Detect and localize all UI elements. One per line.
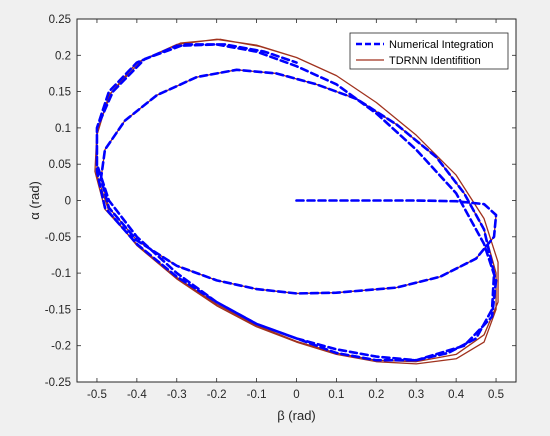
y-axis-label: α (rad) bbox=[27, 181, 42, 220]
y-tick-label: 0.1 bbox=[55, 123, 71, 135]
x-tick-label: 0.5 bbox=[488, 389, 504, 401]
y-tick-label: -0.25 bbox=[45, 377, 71, 389]
y-tick-label: -0.1 bbox=[51, 268, 71, 280]
series-line-numerical-integration bbox=[95, 43, 498, 362]
x-axis-label: β (rad) bbox=[277, 408, 316, 423]
x-tick-label: 0.4 bbox=[448, 389, 465, 401]
y-tick-label: 0.25 bbox=[49, 14, 71, 26]
x-tick-label: -0.5 bbox=[87, 389, 107, 401]
y-tick-label: 0.05 bbox=[49, 159, 71, 171]
y-tick-label: 0 bbox=[65, 196, 71, 208]
x-tick-label: 0.3 bbox=[408, 389, 424, 401]
x-tick-label: -0.2 bbox=[207, 389, 227, 401]
x-tick-label: -0.4 bbox=[127, 389, 147, 401]
x-tick-label: -0.1 bbox=[247, 389, 267, 401]
y-tick-label: -0.15 bbox=[45, 304, 71, 316]
x-tick-label: -0.3 bbox=[167, 389, 187, 401]
y-tick-label: 0.15 bbox=[49, 87, 71, 99]
series-layer bbox=[94, 38, 499, 365]
x-tick-label: 0.2 bbox=[368, 389, 384, 401]
legend-label-numerical-integration: Numerical Integration bbox=[389, 39, 494, 51]
x-tick-label: 0 bbox=[293, 389, 299, 401]
y-tick-label: -0.05 bbox=[45, 232, 71, 244]
y-tick-label: -0.2 bbox=[51, 341, 71, 353]
y-tick-label: 0.2 bbox=[55, 50, 71, 62]
legend-label-tdrnn-identifition: TDRNN Identifition bbox=[389, 55, 481, 67]
x-tick-label: 0.1 bbox=[328, 389, 344, 401]
legend: Numerical Integration TDRNN Identifition bbox=[349, 32, 509, 70]
legend-box bbox=[349, 32, 509, 70]
ticks-layer: -0.5 -0.4 -0.3 -0.2 -0.1 0 0.1 0.2 0.3 0.4 0.5 -0.2… bbox=[45, 14, 516, 401]
